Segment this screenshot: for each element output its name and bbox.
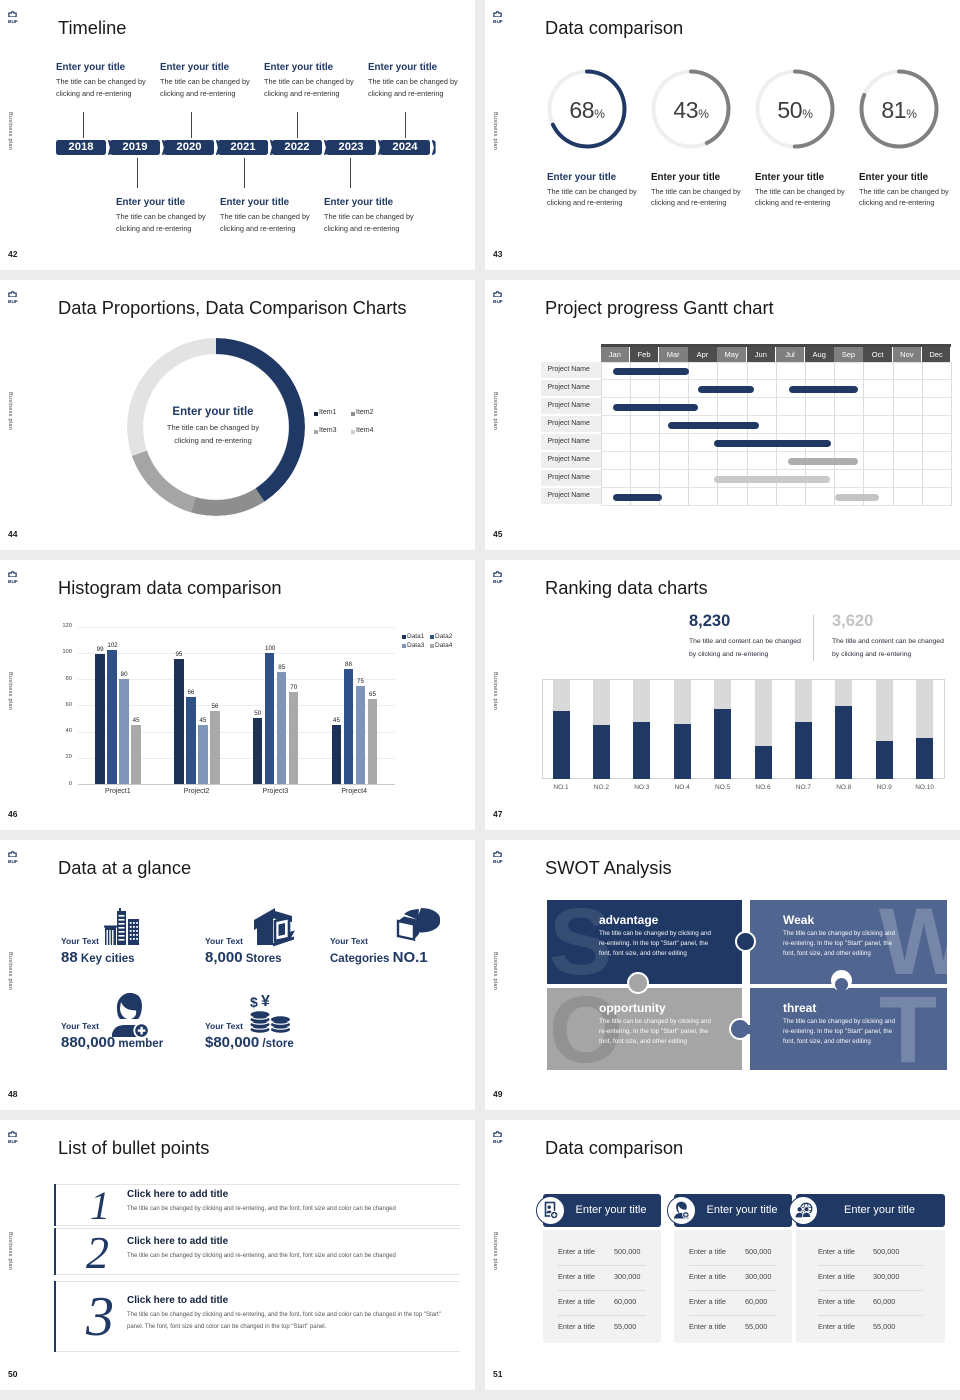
svg-text:¥: ¥ (261, 993, 270, 1010)
svg-text:$: $ (250, 994, 258, 1010)
